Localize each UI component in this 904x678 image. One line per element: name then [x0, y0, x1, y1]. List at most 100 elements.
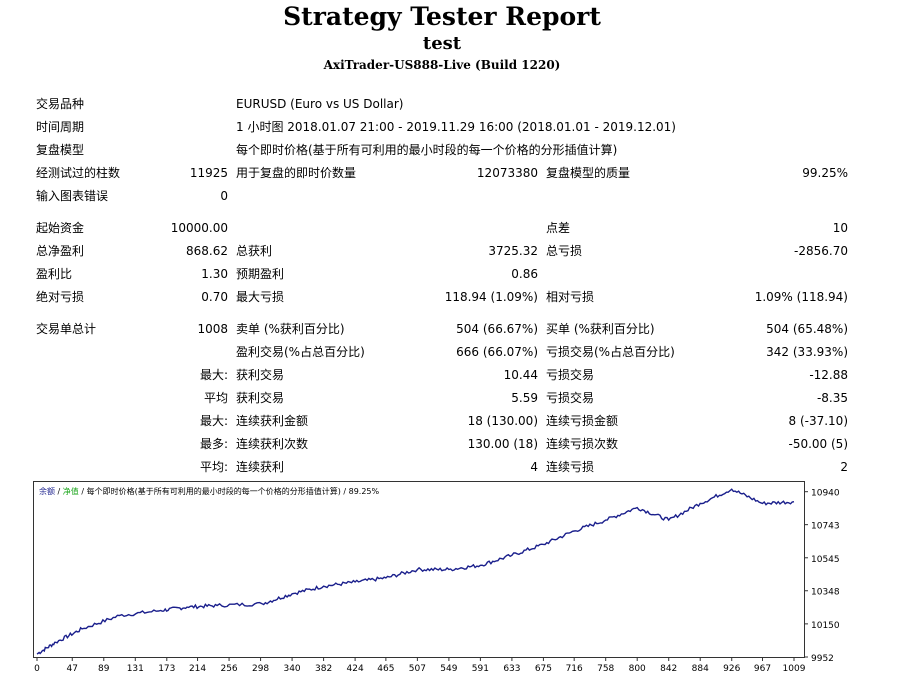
long-positions-label: 买单 (%获利百分比)	[546, 322, 655, 336]
largest-prefix: 最大:	[199, 368, 228, 382]
x-tick-label: 465	[377, 664, 394, 674]
balance-chart: 10940 10743 10545 10348 10150 9952 0 47 89 131 173…	[33, 481, 840, 674]
gross-loss-value: -2856.70	[794, 244, 848, 258]
relative-drawdown-value: 1.09% (118.94)	[754, 290, 848, 304]
legend-entry: 余额	[39, 486, 55, 496]
y-tick-label: 10743	[811, 522, 840, 532]
average-consecutive-wins-label: 连续获利	[236, 460, 285, 474]
x-tick-label: 507	[409, 664, 426, 674]
gross-profit-value: 3725.32	[488, 244, 538, 258]
legend-entry: /	[55, 487, 61, 496]
average-loss-value: -8.35	[816, 391, 848, 405]
x-tick-label: 0	[34, 664, 40, 674]
average-prefix: 平均	[203, 391, 228, 405]
x-tick-label: 131	[127, 664, 144, 674]
x-tick-label: 424	[347, 664, 364, 674]
symbol-value: EURUSD (Euro vs US Dollar)	[236, 97, 404, 111]
x-tick-label: 89	[98, 664, 110, 674]
x-tick-label: 298	[252, 664, 269, 674]
x-tick-label: 1009	[783, 664, 806, 674]
x-tick-label: 926	[723, 664, 740, 674]
gross-loss-label: 总亏损	[546, 244, 583, 258]
x-tick-label: 340	[283, 664, 300, 674]
plot-frame	[33, 481, 805, 658]
x-tick-label: 884	[692, 664, 709, 674]
model-value: 每个即时价格(基于所有可利用的最小时段的每一个价格的分形插值计算)	[236, 143, 618, 157]
x-tick-label: 633	[503, 664, 520, 674]
largest-profit-value: 10.44	[503, 368, 538, 382]
max-drawdown-label: 最大亏损	[236, 290, 285, 304]
model-label: 复盘模型	[36, 143, 85, 157]
period-label: 时间周期	[36, 120, 85, 134]
max-consecutive-prefix: 最大:	[199, 414, 228, 428]
x-tick-label: 967	[754, 664, 771, 674]
loss-trades-value: 342 (33.93%)	[766, 345, 848, 359]
largest-loss-label: 亏损交易	[546, 368, 595, 382]
total-trades-label: 交易单总计	[36, 322, 97, 336]
profit-factor-label: 盈利比	[36, 267, 73, 281]
most-consecutive-losses-value: -50.00 (5)	[788, 437, 849, 451]
x-tick-label: 591	[472, 664, 489, 674]
report-build: AxiTrader-US888-Live (Build 1220)	[323, 58, 561, 72]
average-consecutive-losses-label: 连续亏损	[546, 460, 595, 474]
y-tick-label: 10940	[811, 489, 840, 499]
report-subtitle: test	[422, 33, 462, 54]
x-tick-label: 716	[566, 664, 583, 674]
average-profit-label: 获利交易	[236, 391, 285, 405]
most-consecutive-wins-label: 连续获利次数	[236, 437, 309, 451]
max-consecutive-losses-value: 8 (-37.10)	[788, 414, 849, 428]
short-positions-label: 卖单 (%获利百分比)	[236, 322, 345, 336]
x-tick-label: 675	[535, 664, 552, 674]
most-consecutive-wins-value: 130.00 (18)	[467, 437, 538, 451]
errors-value: 0	[220, 189, 228, 203]
x-tick-label: 549	[440, 664, 457, 674]
average-consecutive-losses-value: 2	[840, 460, 848, 474]
long-positions-value: 504 (65.48%)	[766, 322, 848, 336]
x-tick-label: 47	[67, 664, 78, 674]
legend-entry: 净值	[60, 486, 79, 496]
max-consecutive-wins-label: 连续获利金额	[236, 414, 309, 428]
absolute-drawdown-value: 0.70	[201, 290, 228, 304]
x-tick-label: 842	[660, 664, 677, 674]
average-profit-value: 5.59	[511, 391, 538, 405]
max-consecutive-wins-value: 18 (130.00)	[467, 414, 538, 428]
quality-value: 99.25%	[802, 166, 848, 180]
bars-label: 经测试过的柱数	[36, 166, 121, 180]
y-tick-label: 10545	[811, 555, 840, 565]
gross-profit-label: 总获利	[236, 244, 273, 258]
net-profit-value: 868.62	[186, 244, 228, 258]
x-tick-label: 800	[629, 664, 646, 674]
total-trades-value: 1008	[197, 322, 228, 336]
spread-label: 点差	[546, 221, 571, 235]
max-consecutive-losses-label: 连续亏损金额	[546, 414, 619, 428]
y-tick-label: 9952	[811, 654, 834, 664]
average-consecutive-prefix: 平均:	[199, 460, 228, 474]
balance-line	[36, 488, 795, 655]
max-drawdown-value: 118.94 (1.09%)	[444, 290, 538, 304]
ticks-value: 12073380	[476, 166, 538, 180]
deposit-value: 10000.00	[170, 221, 228, 235]
period-value: 1 小时图 2018.01.07 21:00 - 2019.11.29 16:0…	[236, 120, 676, 134]
bars-value: 11925	[189, 166, 228, 180]
deposit-label: 起始资金	[36, 221, 85, 235]
expected-payoff-value: 0.86	[511, 267, 538, 281]
y-tick-label: 10150	[811, 621, 840, 631]
net-profit-label: 总净盈利	[36, 244, 85, 258]
profit-factor-value: 1.30	[201, 267, 228, 281]
x-tick-label: 382	[315, 664, 332, 674]
loss-trades-label: 亏损交易(%占总百分比)	[546, 345, 675, 359]
errors-label: 输入图表错误	[36, 189, 109, 203]
largest-loss-value: -12.88	[809, 368, 848, 382]
average-loss-label: 亏损交易	[546, 391, 595, 405]
largest-profit-label: 获利交易	[236, 368, 285, 382]
most-prefix: 最多:	[199, 437, 228, 451]
ticks-label: 用于复盘的即时价数量	[236, 166, 357, 180]
absolute-drawdown-label: 绝对亏损	[36, 290, 85, 304]
x-tick-label: 758	[597, 664, 614, 674]
x-tick-label: 214	[189, 664, 206, 674]
profit-trades-value: 666 (66.07%)	[456, 345, 538, 359]
quality-label: 复盘模型的质量	[546, 166, 631, 180]
chart-legend: 余额 / 净值 / 每个即时价格(基于所有可利用的最小时段的每一个价格的分形插值…	[39, 486, 380, 496]
x-tick-label: 256	[220, 664, 237, 674]
legend-entry: / 每个即时价格(基于所有可利用的最小时段的每一个价格的分形插值计算) / 89…	[79, 486, 380, 496]
